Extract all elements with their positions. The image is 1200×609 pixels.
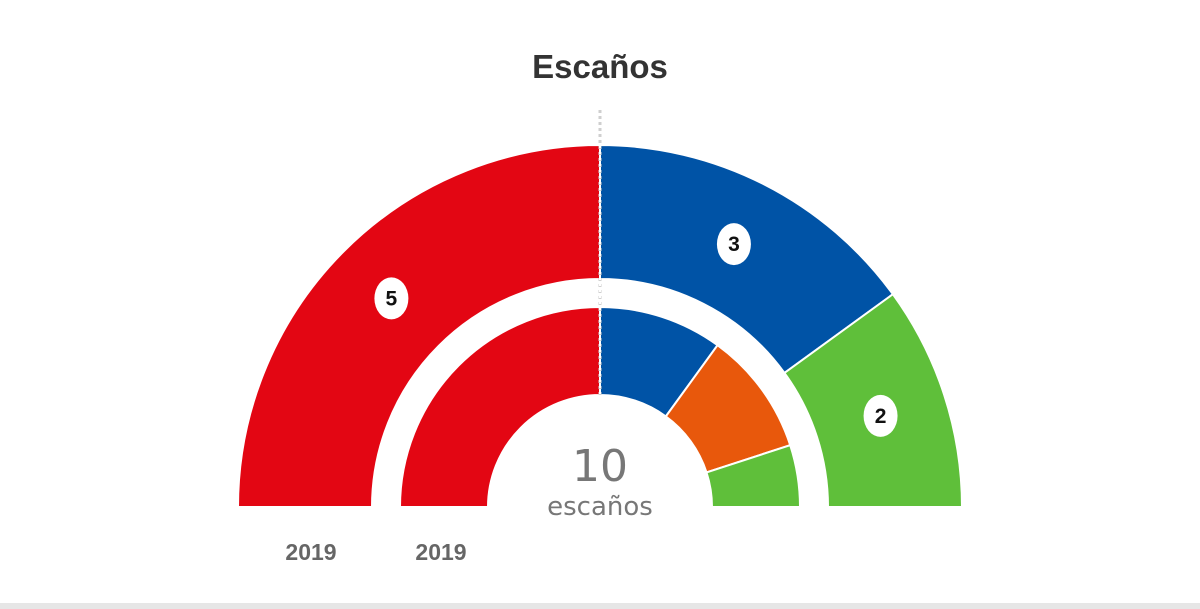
inner-ring (398, 305, 802, 508)
total-seats-number: 10 (572, 441, 628, 492)
outer-slice-1 (236, 143, 601, 508)
outer-slice-2-label-bg (716, 223, 751, 266)
total-seats-unit: escaños (547, 492, 653, 522)
bottom-divider (0, 603, 1200, 609)
chart-title: Escaños (532, 48, 668, 85)
outer-slice-1-label-bg (374, 277, 409, 320)
inner-ring-year-label: 2019 (415, 539, 466, 565)
center-hole (488, 395, 712, 507)
outer-ring-year-label: 2019 (285, 539, 336, 565)
outer-slice-3-label-bg (863, 394, 898, 437)
outer-slice-1-label: 5 (386, 287, 398, 310)
outer-slice-3-label: 2 (875, 405, 887, 428)
outer-seat-labels: 5 3 2 (374, 223, 898, 437)
outer-slice-2-label: 3 (728, 233, 740, 256)
